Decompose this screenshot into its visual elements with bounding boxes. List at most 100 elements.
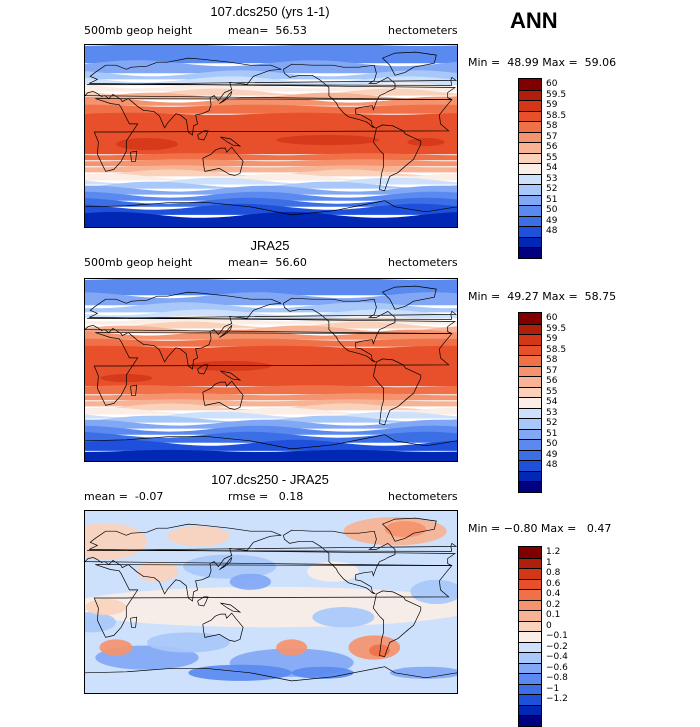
mean-value: mean= 56.53 xyxy=(228,24,307,37)
coastline xyxy=(87,310,457,320)
colorbar-swatch xyxy=(519,652,541,663)
contour-blob xyxy=(384,521,427,538)
colorbar-tick-label: 55 xyxy=(546,152,558,163)
colorbar-swatch xyxy=(519,428,541,439)
colorbar-swatch xyxy=(519,418,541,429)
contour-band xyxy=(85,439,457,451)
contour-band xyxy=(85,104,457,114)
colorbar-swatch xyxy=(519,578,541,589)
colorbar-tick-label: 50 xyxy=(546,439,558,449)
colorbar-tick-label: 48 xyxy=(546,226,558,236)
colorbar-swatch xyxy=(519,439,541,450)
map-diff xyxy=(84,510,458,694)
colorbar-swatch xyxy=(519,236,541,247)
coastline xyxy=(220,602,242,613)
contour-band xyxy=(85,203,457,215)
contour-blob xyxy=(99,639,133,656)
colorbar-swatch xyxy=(519,568,541,579)
colorbar-tick-label: 0.1 xyxy=(546,610,561,620)
colorbar-tick-label: 59.5 xyxy=(546,323,567,334)
contour-band xyxy=(85,321,457,329)
contour-blob xyxy=(410,579,457,605)
colorbar-tick-label: 60 xyxy=(546,313,558,323)
colorbar-tick-label: 56 xyxy=(546,376,558,386)
contour-band xyxy=(85,419,457,429)
colorbar-tick-label: 0 xyxy=(546,620,552,631)
colorbar-swatch xyxy=(519,194,541,205)
colorbar-swatch xyxy=(519,215,541,226)
colorbar-tick-label: 57 xyxy=(546,365,558,376)
contour-band xyxy=(85,302,457,313)
colorbar-swatch xyxy=(519,334,541,345)
contour-band xyxy=(85,82,457,92)
colorbar-tick-label: 60 xyxy=(546,79,558,89)
contour-band xyxy=(85,173,457,181)
map-svg xyxy=(85,279,457,461)
contour-band xyxy=(85,449,457,461)
colorbar-swatch xyxy=(519,386,541,397)
contour-blob xyxy=(85,612,116,633)
contour-band xyxy=(85,70,457,80)
map-obs xyxy=(84,278,458,462)
contour-band xyxy=(85,211,457,227)
coastline xyxy=(372,590,422,658)
colorbar-swatch xyxy=(519,641,541,652)
units-label: hectometers xyxy=(388,256,458,269)
colorbar-swatch xyxy=(519,142,541,153)
contour-blob xyxy=(147,632,230,653)
colorbar-swatch xyxy=(519,376,541,387)
contour-band xyxy=(85,329,457,340)
coastline xyxy=(220,370,242,381)
contour-band xyxy=(85,45,457,64)
coastline xyxy=(372,358,422,426)
colorbar-swatch xyxy=(519,121,541,132)
coastline xyxy=(85,200,457,216)
colorbar-tick-label: 54 xyxy=(546,163,558,173)
colorbar-swatch xyxy=(519,470,541,481)
colorbar-swatch xyxy=(519,184,541,195)
contour-band xyxy=(85,60,457,74)
colorbar-tick-label: 49 xyxy=(546,449,558,460)
coastline xyxy=(220,136,242,147)
colorbar-swatch xyxy=(519,205,541,216)
contour-blob xyxy=(407,138,445,147)
colorbar-swatch xyxy=(519,355,541,366)
contour-blob xyxy=(229,573,271,590)
colorbar-tick-label: 51 xyxy=(546,428,558,439)
coastline xyxy=(283,529,396,595)
panel-title: 107.dcs250 (yrs 1-1) xyxy=(210,4,330,19)
colorbar-tick-label: 57 xyxy=(546,131,558,142)
coastline xyxy=(85,666,457,682)
colorbar-tick-label: 48 xyxy=(546,460,558,470)
colorbar-swatch xyxy=(519,481,541,492)
colorbar-swatch xyxy=(519,100,541,111)
colorbar-tick-label: 50 xyxy=(546,205,558,215)
contour-blob xyxy=(188,360,271,372)
contour-band xyxy=(85,407,457,415)
coastline xyxy=(85,523,456,602)
colorbar-swatch xyxy=(519,683,541,694)
coastline xyxy=(202,380,244,410)
colorbar-tick-label: 56 xyxy=(546,142,558,152)
rmse-value: rmse = 0.18 xyxy=(228,490,304,503)
colorbar-swatch xyxy=(519,599,541,610)
units-label: hectometers xyxy=(388,24,458,37)
colorbar-swatch xyxy=(519,173,541,184)
colorbar-tick-label: 59 xyxy=(546,334,558,344)
coastline xyxy=(283,297,396,363)
coastline xyxy=(130,150,138,162)
colorbar-tick-label: 59.5 xyxy=(546,89,567,100)
map-svg xyxy=(85,511,457,693)
colorbar-swatch xyxy=(519,715,541,726)
panel-title: JRA25 xyxy=(250,238,290,253)
coastline xyxy=(219,556,233,570)
colorbar-tick-label: 58 xyxy=(546,355,558,365)
colorbar-tick-label: 51 xyxy=(546,194,558,205)
colorbar-tick-label: 53 xyxy=(546,407,558,418)
colorbar-swatch xyxy=(519,344,541,355)
contour-blob xyxy=(291,666,354,679)
panel-title: 107.dcs250 - JRA25 xyxy=(211,472,329,487)
colorbar xyxy=(518,546,542,727)
units-label: hectometers xyxy=(388,490,458,503)
minmax-label: Min = −0.80 Max = 0.47 xyxy=(468,522,612,535)
